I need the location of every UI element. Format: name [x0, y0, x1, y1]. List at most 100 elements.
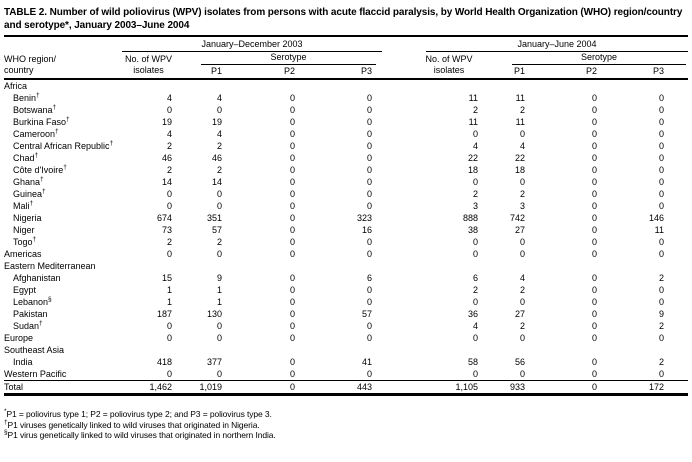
value-cell: 0: [216, 321, 222, 331]
value-cell: 0: [658, 249, 664, 259]
value-cell: 0: [166, 201, 172, 211]
row-label: Sudan†: [4, 320, 122, 332]
value-cell: 18: [467, 165, 478, 175]
table-row: Mali† 0 0 0 0 3 3 0 0: [4, 200, 688, 212]
value-cell: 0: [658, 177, 664, 187]
value-cell: 0: [591, 237, 597, 247]
value-cell: 2: [472, 189, 478, 199]
value-cell: [482, 260, 540, 272]
value-cell: 0: [591, 309, 597, 319]
value-cell: 2: [658, 273, 664, 283]
table-row: Western Pacific 0 0 0 0 0 0 0 0: [4, 368, 688, 381]
value-cell: 0: [289, 297, 295, 307]
value-cell: 0: [366, 321, 372, 331]
value-cell: 14: [211, 177, 222, 187]
row-label: Americas: [4, 248, 122, 260]
value-cell: 0: [591, 141, 597, 151]
row-label: Total: [4, 380, 122, 395]
value-cell: 57: [211, 225, 222, 235]
row-label-text: Egypt: [13, 285, 37, 295]
row-label-text: Eastern Mediterranean: [4, 261, 96, 271]
value-cell: 0: [216, 249, 222, 259]
serotype-header-2003: Serotype: [175, 52, 382, 65]
region-column-header-line2: country: [4, 65, 34, 75]
value-cell: [482, 79, 540, 92]
value-cell: 22: [514, 153, 525, 163]
value-cell: 16: [361, 225, 372, 235]
value-cell: 0: [658, 141, 664, 151]
row-label: Ghana†: [4, 176, 122, 188]
value-cell: 0: [366, 285, 372, 295]
footnote-marker: §: [4, 429, 8, 437]
value-cell: 0: [366, 369, 372, 379]
value-cell: 0: [591, 213, 597, 223]
p2-2004-header: P2: [540, 65, 606, 80]
footnote-nigeria: †P1 viruses genetically linked to wild v…: [4, 418, 688, 431]
row-label-text: Sudan: [13, 321, 40, 331]
value-cell: 18: [514, 165, 525, 175]
value-cell: 0: [289, 285, 295, 295]
row-label: Europe: [4, 332, 122, 344]
row-label-text: Mali: [13, 201, 30, 211]
value-cell: [175, 260, 233, 272]
value-cell: [298, 79, 382, 92]
value-cell: 0: [289, 225, 295, 235]
footnote-india: §P1 virus genetically linked to wild vir…: [4, 429, 688, 441]
value-cell: 0: [289, 141, 295, 151]
value-cell: 0: [658, 93, 664, 103]
row-label-text: Africa: [4, 81, 28, 91]
value-cell: [122, 79, 175, 92]
value-cell: 2: [472, 285, 478, 295]
value-cell: 0: [166, 369, 172, 379]
value-cell: 27: [514, 225, 525, 235]
row-label: Pakistan: [4, 308, 122, 320]
value-cell: 0: [472, 237, 478, 247]
value-cell: 0: [658, 153, 664, 163]
value-cell: [298, 260, 382, 272]
value-cell: 3: [519, 201, 525, 211]
serotype-header-2004-label: Serotype: [512, 52, 686, 65]
value-cell: 4: [216, 129, 222, 139]
value-cell: 0: [658, 285, 664, 295]
value-cell: 0: [366, 297, 372, 307]
table-row: Afghanistan 15 9 0 6 6 4 0 2: [4, 272, 688, 284]
value-cell: 130: [206, 309, 222, 319]
value-cell: 38: [467, 225, 478, 235]
value-cell: 0: [289, 189, 295, 199]
value-cell: 0: [289, 321, 295, 331]
value-cell: 0: [591, 369, 597, 379]
value-cell: 2: [216, 237, 222, 247]
value-cell: 1,462: [122, 380, 175, 395]
value-cell: 41: [361, 357, 372, 367]
column-group-2004-label: January–June 2004: [426, 39, 688, 52]
table-row: Egypt 1 1 0 0 2 2 0 0: [4, 284, 688, 296]
value-cell: 0: [472, 369, 478, 379]
value-cell: 9: [216, 273, 222, 283]
serotype-header-2004: Serotype: [482, 52, 688, 65]
table-row: Africa: [4, 79, 688, 92]
value-cell: 0: [233, 380, 298, 395]
value-cell: 0: [289, 273, 295, 283]
row-label-text: Chad: [13, 153, 35, 163]
footnote-serotype: *P1 = poliovirus type 1; P2 = poliovirus…: [4, 408, 688, 420]
row-label-text: Lebanon: [13, 297, 49, 307]
table-row: Botswana† 0 0 0 0 2 2 0 0: [4, 104, 688, 116]
row-label: Cameroon†: [4, 128, 122, 140]
value-cell: 0: [166, 105, 172, 115]
row-label-text: Niger: [13, 225, 35, 235]
value-cell: 146: [648, 213, 664, 223]
row-label: Benin†: [4, 92, 122, 104]
footnote-marker: †: [4, 418, 8, 426]
value-cell: 0: [366, 117, 372, 127]
value-cell: 0: [519, 369, 525, 379]
row-label: Central African Republic†: [4, 140, 122, 152]
value-cell: 2: [472, 105, 478, 115]
value-cell: 19: [211, 117, 222, 127]
value-cell: 323: [356, 213, 372, 223]
value-cell: 0: [658, 105, 664, 115]
row-label: Africa: [4, 79, 122, 92]
value-cell: 418: [156, 357, 172, 367]
row-label-text: Guinea: [13, 189, 43, 199]
isolates-header-2003-line2: isolates: [122, 65, 175, 80]
row-footnote-marker: †: [29, 200, 34, 207]
